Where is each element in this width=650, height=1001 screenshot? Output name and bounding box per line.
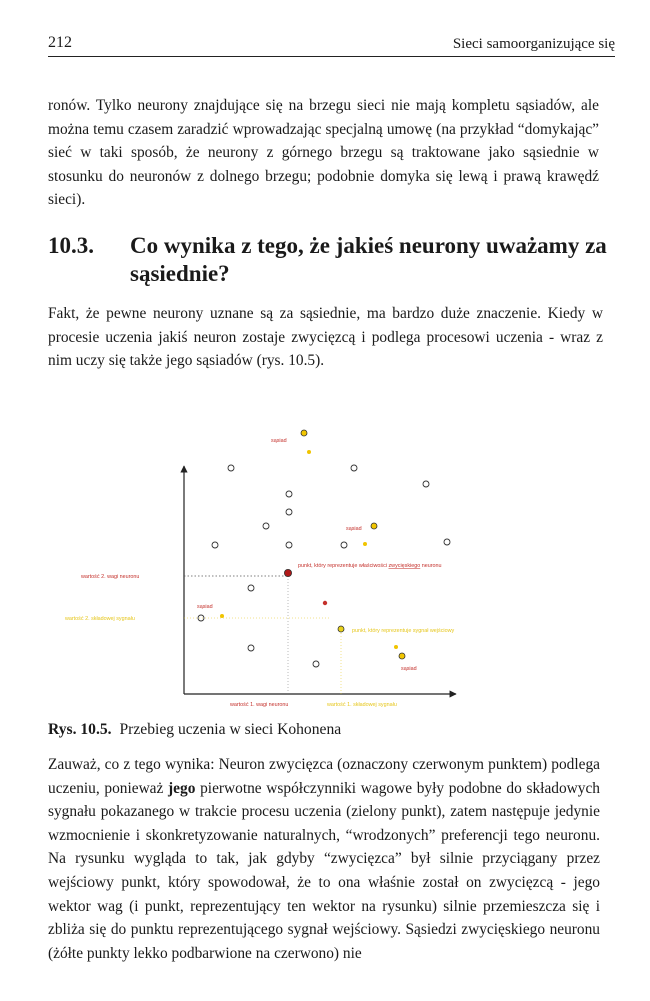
winner-neuron bbox=[283, 568, 292, 577]
neighbor-neuron bbox=[370, 522, 378, 530]
neuron bbox=[227, 464, 235, 472]
neighbor-label-bottom: sąsiad bbox=[401, 666, 417, 672]
neighbor-mark bbox=[363, 542, 367, 546]
section-title: Co wynika z tego, że jakieś neurony uważ… bbox=[130, 233, 607, 286]
running-title: Sieci samoorganizujące się bbox=[452, 36, 615, 52]
neuron bbox=[350, 464, 358, 472]
winner-new-position bbox=[322, 600, 328, 606]
neighbor-mark bbox=[307, 450, 311, 454]
paragraph-1: ronów. Tylko neurony znajdujące się na b… bbox=[48, 97, 599, 209]
kohonen-figure: sąsiad sąsiad sąsiad sąsiad punkt, który… bbox=[64, 429, 457, 708]
section-number: 10.3. bbox=[48, 233, 94, 258]
winner-point-label-underlined: zwycięskiego bbox=[388, 563, 420, 569]
neighbor-neurons bbox=[300, 429, 406, 660]
paragraph-3-part-1: Zauważ, co z tego wynika: Neuron zwycięz… bbox=[48, 756, 600, 797]
winner-point-label-suffix: neuronu bbox=[422, 563, 442, 569]
neuron bbox=[443, 538, 451, 546]
neighbor-label-top: sąsiad bbox=[271, 438, 287, 444]
y-axis-signal-label: wartość 2. składowej sygnału bbox=[64, 616, 135, 622]
figure-caption: Rys. 10.5. Przebieg uczenia w sieci Koho… bbox=[48, 720, 341, 740]
neuron bbox=[422, 480, 430, 488]
page-number: 212 bbox=[48, 34, 72, 51]
neuron bbox=[211, 541, 219, 549]
neuron bbox=[197, 614, 205, 622]
neighbor-neuron bbox=[398, 652, 406, 660]
neighbor-marks bbox=[220, 450, 398, 649]
neighbor-neuron bbox=[300, 429, 308, 437]
neuron bbox=[340, 541, 348, 549]
neighbor-label-left: sąsiad bbox=[197, 604, 213, 610]
page-header: 212 Sieci samoorganizujące się bbox=[48, 32, 615, 57]
winner-point-label: punkt, który reprezentuje właściwości zw… bbox=[298, 563, 442, 569]
neuron bbox=[312, 660, 320, 668]
neuron bbox=[247, 644, 255, 652]
neuron bbox=[247, 584, 255, 592]
x-axis-weight-label: wartość 1. wagi neuronu bbox=[229, 702, 288, 708]
neurons bbox=[197, 464, 451, 668]
caption-prefix: Rys. 10.5. bbox=[48, 721, 112, 738]
neighbor-mark bbox=[394, 645, 398, 649]
neuron bbox=[285, 490, 293, 498]
paragraph-2: Fakt, że pewne neurony uznane są za sąsi… bbox=[48, 305, 603, 370]
input-point-label: punkt, który reprezentuje sygnał wejścio… bbox=[352, 628, 454, 634]
neuron bbox=[285, 508, 293, 516]
neighbor-label-right: sąsiad bbox=[346, 526, 362, 532]
input-point bbox=[337, 625, 345, 633]
y-axis-weight-label: wartość 2. wagi neuronu bbox=[80, 574, 139, 580]
winner-point-label-prefix: punkt, który reprezentuje właściwości bbox=[298, 563, 387, 569]
neighbor-mark bbox=[220, 614, 224, 618]
x-axis-signal-label: wartość 1. składowej sygnału bbox=[326, 702, 397, 708]
paragraph-3: Zauważ, co z tego wynika: Neuron zwycięz… bbox=[48, 753, 600, 965]
caption-text: Przebieg uczenia w sieci Kohonena bbox=[119, 721, 342, 738]
paragraph-3-part-2: pierwotne współczynniki wagowe były podo… bbox=[48, 779, 601, 962]
neuron bbox=[262, 522, 270, 530]
paragraph-3-bold: jego bbox=[168, 779, 196, 797]
neuron bbox=[285, 541, 293, 549]
